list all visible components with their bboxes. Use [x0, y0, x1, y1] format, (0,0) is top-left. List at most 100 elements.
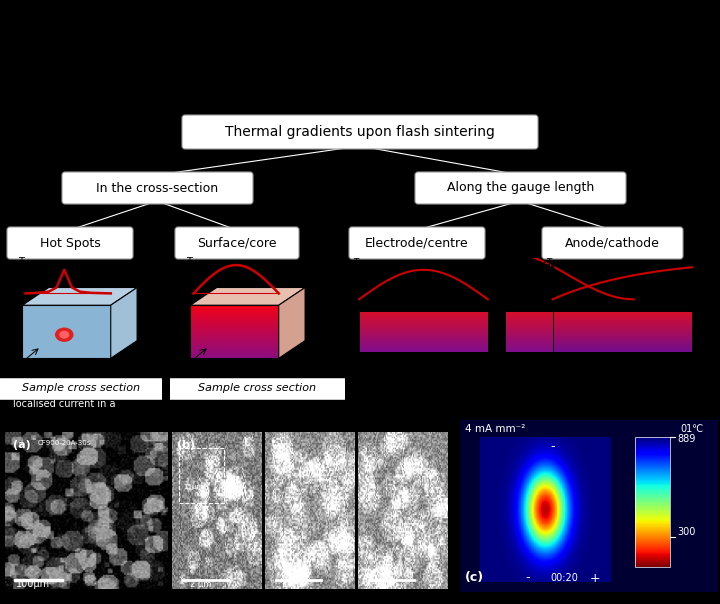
Polygon shape	[190, 321, 279, 323]
Polygon shape	[553, 331, 692, 332]
Polygon shape	[190, 315, 279, 316]
Polygon shape	[505, 326, 634, 327]
Polygon shape	[553, 334, 692, 335]
Polygon shape	[505, 318, 634, 320]
Polygon shape	[359, 330, 488, 331]
Polygon shape	[505, 349, 634, 350]
Text: Surface/core: Surface/core	[197, 237, 276, 249]
Text: Thermal gradients upon flash sintering: Thermal gradients upon flash sintering	[225, 125, 495, 139]
Polygon shape	[359, 342, 488, 343]
FancyBboxPatch shape	[163, 378, 352, 400]
Polygon shape	[505, 316, 634, 317]
Polygon shape	[553, 345, 692, 346]
Polygon shape	[553, 316, 692, 317]
Polygon shape	[505, 330, 634, 331]
Text: T: T	[354, 258, 359, 267]
Polygon shape	[190, 338, 279, 339]
Polygon shape	[359, 321, 488, 323]
Polygon shape	[505, 321, 634, 323]
Polygon shape	[505, 335, 634, 336]
Polygon shape	[553, 324, 692, 326]
Polygon shape	[359, 340, 488, 341]
Polygon shape	[359, 318, 488, 320]
Polygon shape	[359, 343, 488, 344]
Text: Along the gauge length: Along the gauge length	[447, 181, 594, 194]
Polygon shape	[359, 332, 488, 333]
Polygon shape	[190, 346, 279, 348]
Polygon shape	[190, 317, 279, 318]
Polygon shape	[190, 316, 279, 317]
Text: 1 μm: 1 μm	[283, 580, 305, 590]
Polygon shape	[553, 347, 692, 349]
Text: 01℃: 01℃	[680, 424, 703, 434]
Polygon shape	[359, 350, 488, 352]
Polygon shape	[553, 338, 692, 339]
Polygon shape	[190, 328, 279, 329]
Polygon shape	[359, 316, 488, 317]
Polygon shape	[553, 326, 692, 327]
Polygon shape	[553, 333, 692, 334]
Polygon shape	[190, 348, 279, 349]
Polygon shape	[190, 306, 279, 308]
Polygon shape	[359, 313, 488, 314]
Text: T: T	[186, 257, 192, 267]
Polygon shape	[190, 357, 279, 358]
Text: 100μm: 100μm	[17, 579, 50, 590]
Polygon shape	[505, 350, 634, 352]
Polygon shape	[359, 323, 488, 324]
Polygon shape	[505, 345, 634, 346]
Polygon shape	[190, 352, 279, 353]
Text: (c): (c)	[465, 571, 484, 585]
Polygon shape	[190, 325, 279, 326]
Polygon shape	[190, 349, 279, 350]
Polygon shape	[553, 321, 692, 323]
Polygon shape	[505, 346, 634, 347]
Polygon shape	[190, 323, 279, 324]
Polygon shape	[190, 337, 279, 338]
Polygon shape	[190, 312, 279, 313]
Polygon shape	[190, 345, 279, 346]
Polygon shape	[553, 330, 692, 331]
Polygon shape	[505, 339, 634, 340]
Text: -: -	[550, 440, 554, 454]
Polygon shape	[359, 345, 488, 346]
Polygon shape	[553, 350, 692, 352]
Text: T: T	[500, 258, 505, 267]
Text: -: -	[525, 571, 529, 585]
Polygon shape	[505, 347, 634, 349]
Polygon shape	[22, 288, 137, 305]
Polygon shape	[190, 353, 279, 355]
Polygon shape	[359, 326, 488, 327]
Text: T: T	[546, 258, 552, 267]
Polygon shape	[553, 332, 692, 333]
Polygon shape	[190, 309, 279, 310]
Polygon shape	[505, 341, 634, 342]
Polygon shape	[553, 314, 692, 315]
Text: Anode/cathode: Anode/cathode	[565, 237, 660, 249]
Polygon shape	[505, 333, 634, 334]
Polygon shape	[505, 324, 634, 326]
FancyBboxPatch shape	[182, 115, 538, 149]
Polygon shape	[505, 338, 634, 339]
Circle shape	[55, 328, 73, 341]
Polygon shape	[359, 327, 488, 329]
Polygon shape	[190, 355, 279, 356]
Polygon shape	[190, 310, 279, 312]
Polygon shape	[553, 339, 692, 340]
Polygon shape	[505, 312, 634, 313]
Polygon shape	[553, 315, 692, 316]
FancyBboxPatch shape	[349, 227, 485, 259]
Polygon shape	[190, 356, 279, 357]
Polygon shape	[553, 329, 692, 330]
Text: 1 μm: 1 μm	[376, 580, 397, 590]
Text: T: T	[18, 257, 24, 267]
Polygon shape	[359, 324, 488, 326]
Polygon shape	[190, 332, 279, 333]
Polygon shape	[553, 313, 692, 314]
Polygon shape	[553, 337, 692, 338]
Polygon shape	[22, 305, 111, 358]
Text: +: +	[590, 571, 600, 585]
Polygon shape	[359, 337, 488, 338]
Text: Good contact: Good contact	[366, 260, 418, 269]
Polygon shape	[359, 317, 488, 318]
